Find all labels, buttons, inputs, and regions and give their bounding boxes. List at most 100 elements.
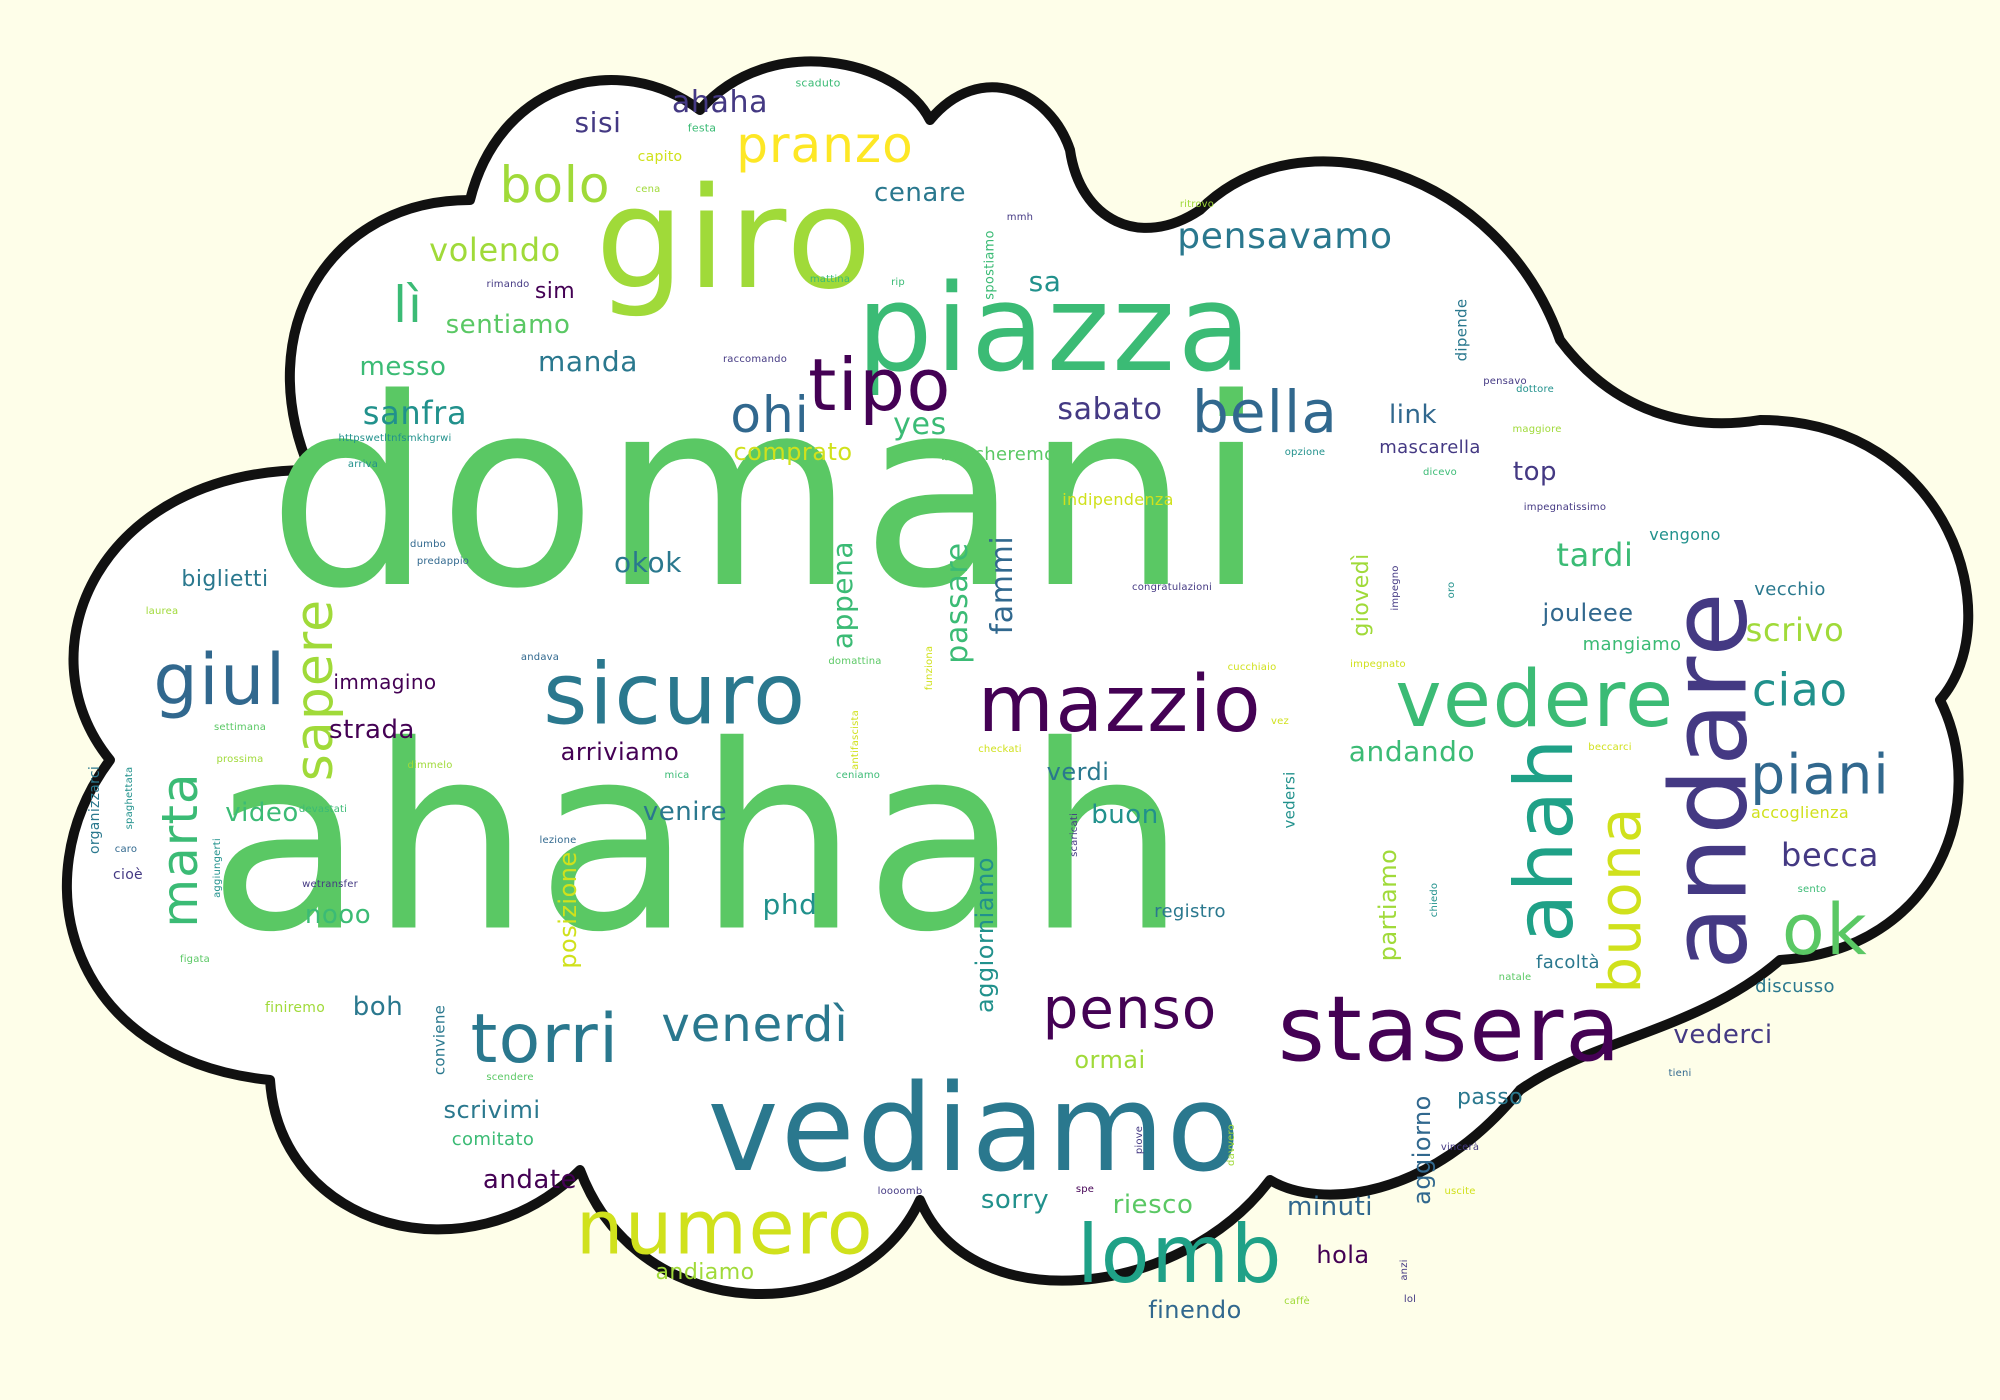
word-cenare: cenare	[874, 178, 966, 208]
word-passare: passare	[940, 542, 975, 664]
word-impegnatissimo: impegnatissimo	[1523, 502, 1607, 513]
word-riesco: riesco	[1112, 1190, 1194, 1220]
word-domattina: domattina	[828, 656, 882, 667]
word-vediamo: vediamo	[707, 1060, 1243, 1199]
word-congratulazioni: congratulazioni	[1132, 582, 1212, 593]
word-aggiorniamo: aggiorniamo	[971, 857, 999, 1013]
word-vedere: vedere	[1395, 655, 1675, 745]
word-rip: rip	[891, 277, 905, 288]
word-posizione: posizione	[554, 851, 582, 969]
word-video: video	[225, 798, 299, 828]
word-piani: piani	[1750, 742, 1890, 807]
word-dottore: dottore	[1516, 384, 1554, 395]
word-wetransfer: wetransfer	[302, 879, 358, 890]
word-bolo: bolo	[499, 156, 611, 214]
word-passo: passo	[1456, 1085, 1524, 1110]
word-domani: domani	[267, 344, 1273, 646]
word-giovedi: giovedì	[1349, 553, 1374, 637]
word-andiamo: andiamo	[655, 1260, 755, 1285]
word-ceniamo: ceniamo	[835, 770, 881, 781]
word-conviene: conviene	[430, 1004, 449, 1076]
word-tipo: tipo	[808, 343, 952, 427]
word-immagino: immagino	[333, 670, 437, 694]
word-venire: venire	[642, 797, 728, 827]
word-httpswetransfer: httpswetltnfsmkhgrwi	[338, 433, 452, 444]
word-settimana: settimana	[213, 722, 267, 733]
word-oro: oro	[1446, 581, 1457, 599]
word-biglietti: biglietti	[181, 567, 269, 592]
word-comprato: comprato	[733, 438, 853, 466]
word-lomb: lomb	[1076, 1208, 1284, 1301]
word-rimando: rimando	[486, 279, 530, 290]
word-caffe: caffè	[1284, 1296, 1310, 1307]
word-nooo: nooo	[304, 900, 372, 930]
word-scendere: scendere	[486, 1072, 534, 1083]
word-fammi: fammi	[985, 535, 1020, 635]
word-buon: buon	[1091, 800, 1159, 830]
word-ormai: ormai	[1074, 1046, 1146, 1074]
word-scrivimi: scrivimi	[443, 1096, 541, 1124]
word-impegno: impegno	[1390, 565, 1401, 611]
word-vez: vez	[1271, 716, 1289, 727]
word-organizzarci: organizzarci	[87, 766, 103, 854]
word-li: lì	[393, 276, 423, 334]
word-joulee: jouleee	[1542, 599, 1634, 627]
word-funziona: funziona	[924, 645, 935, 691]
word-natale: natale	[1498, 972, 1532, 983]
word-andando: andando	[1348, 735, 1476, 768]
word-beccheremo: beccheremo	[940, 444, 1056, 465]
word-spe: spe	[1075, 1184, 1095, 1195]
word-mazzio: mazzio	[977, 660, 1263, 750]
word-pensavo: pensavo	[1483, 376, 1527, 387]
word-accoglienza: accoglienza	[1751, 803, 1849, 822]
word-arriva: arriva	[347, 459, 379, 470]
word-facolta: facoltà	[1536, 952, 1600, 973]
word-cucchiaio: cucchiaio	[1227, 662, 1277, 673]
word-cioe: cioè	[113, 867, 143, 883]
word-yes: yes	[893, 407, 947, 442]
word-sorry: sorry	[980, 1185, 1050, 1215]
word-sanfra: sanfra	[362, 394, 468, 432]
word-predappio: predappio	[416, 556, 470, 567]
word-stasera: stasera	[1277, 977, 1623, 1082]
word-ok: ok	[1781, 889, 1869, 971]
word-appena: appena	[826, 540, 859, 650]
word-becca: becca	[1781, 836, 1879, 874]
word-antifascista: antifascista	[850, 710, 861, 770]
word-dicevo: dicevo	[1422, 467, 1458, 478]
word-numero: numero	[575, 1183, 875, 1272]
word-registro: registro	[1154, 901, 1226, 922]
word-messo: messo	[359, 352, 447, 382]
word-hola: hola	[1316, 1241, 1370, 1269]
word-vengono: vengono	[1649, 525, 1721, 544]
word-mattina: mattina	[809, 274, 851, 285]
word-link: link	[1388, 400, 1438, 430]
word-venerdi: venerdì	[661, 997, 849, 1053]
word-ahaha: ahaha	[671, 85, 769, 120]
word-dumbo: dumbo	[410, 539, 446, 550]
word-loooomb: loooomb	[877, 1186, 923, 1197]
word-okok: okok	[614, 546, 682, 579]
word-tardi: tardi	[1556, 536, 1634, 574]
word-finendo: finendo	[1148, 1296, 1242, 1324]
word-capito: capito	[637, 149, 683, 165]
word-lezione: lezione	[539, 835, 577, 846]
word-giul: giul	[153, 639, 287, 721]
word-davvero: davvero	[1226, 1124, 1237, 1166]
word-ritrovo: ritrovo	[1179, 199, 1215, 210]
word-penso: penso	[1042, 977, 1218, 1042]
word-dipende: dipende	[1452, 298, 1471, 362]
word-pranzo: pranzo	[736, 116, 914, 174]
word-aggiorno: aggiorno	[1408, 1095, 1436, 1205]
word-vederci: vederci	[1673, 1020, 1773, 1050]
word-maggiore: maggiore	[1512, 424, 1562, 435]
word-top: top	[1512, 457, 1558, 487]
word-checkati: checkati	[978, 744, 1022, 755]
word-andate: andate	[482, 1165, 578, 1195]
word-lol: lol	[1403, 1294, 1417, 1305]
word-piazza: piazza	[856, 260, 1254, 399]
word-partiamo: partiamo	[1374, 848, 1402, 962]
word-caro: caro	[114, 844, 138, 855]
word-marta: marta	[151, 772, 209, 928]
